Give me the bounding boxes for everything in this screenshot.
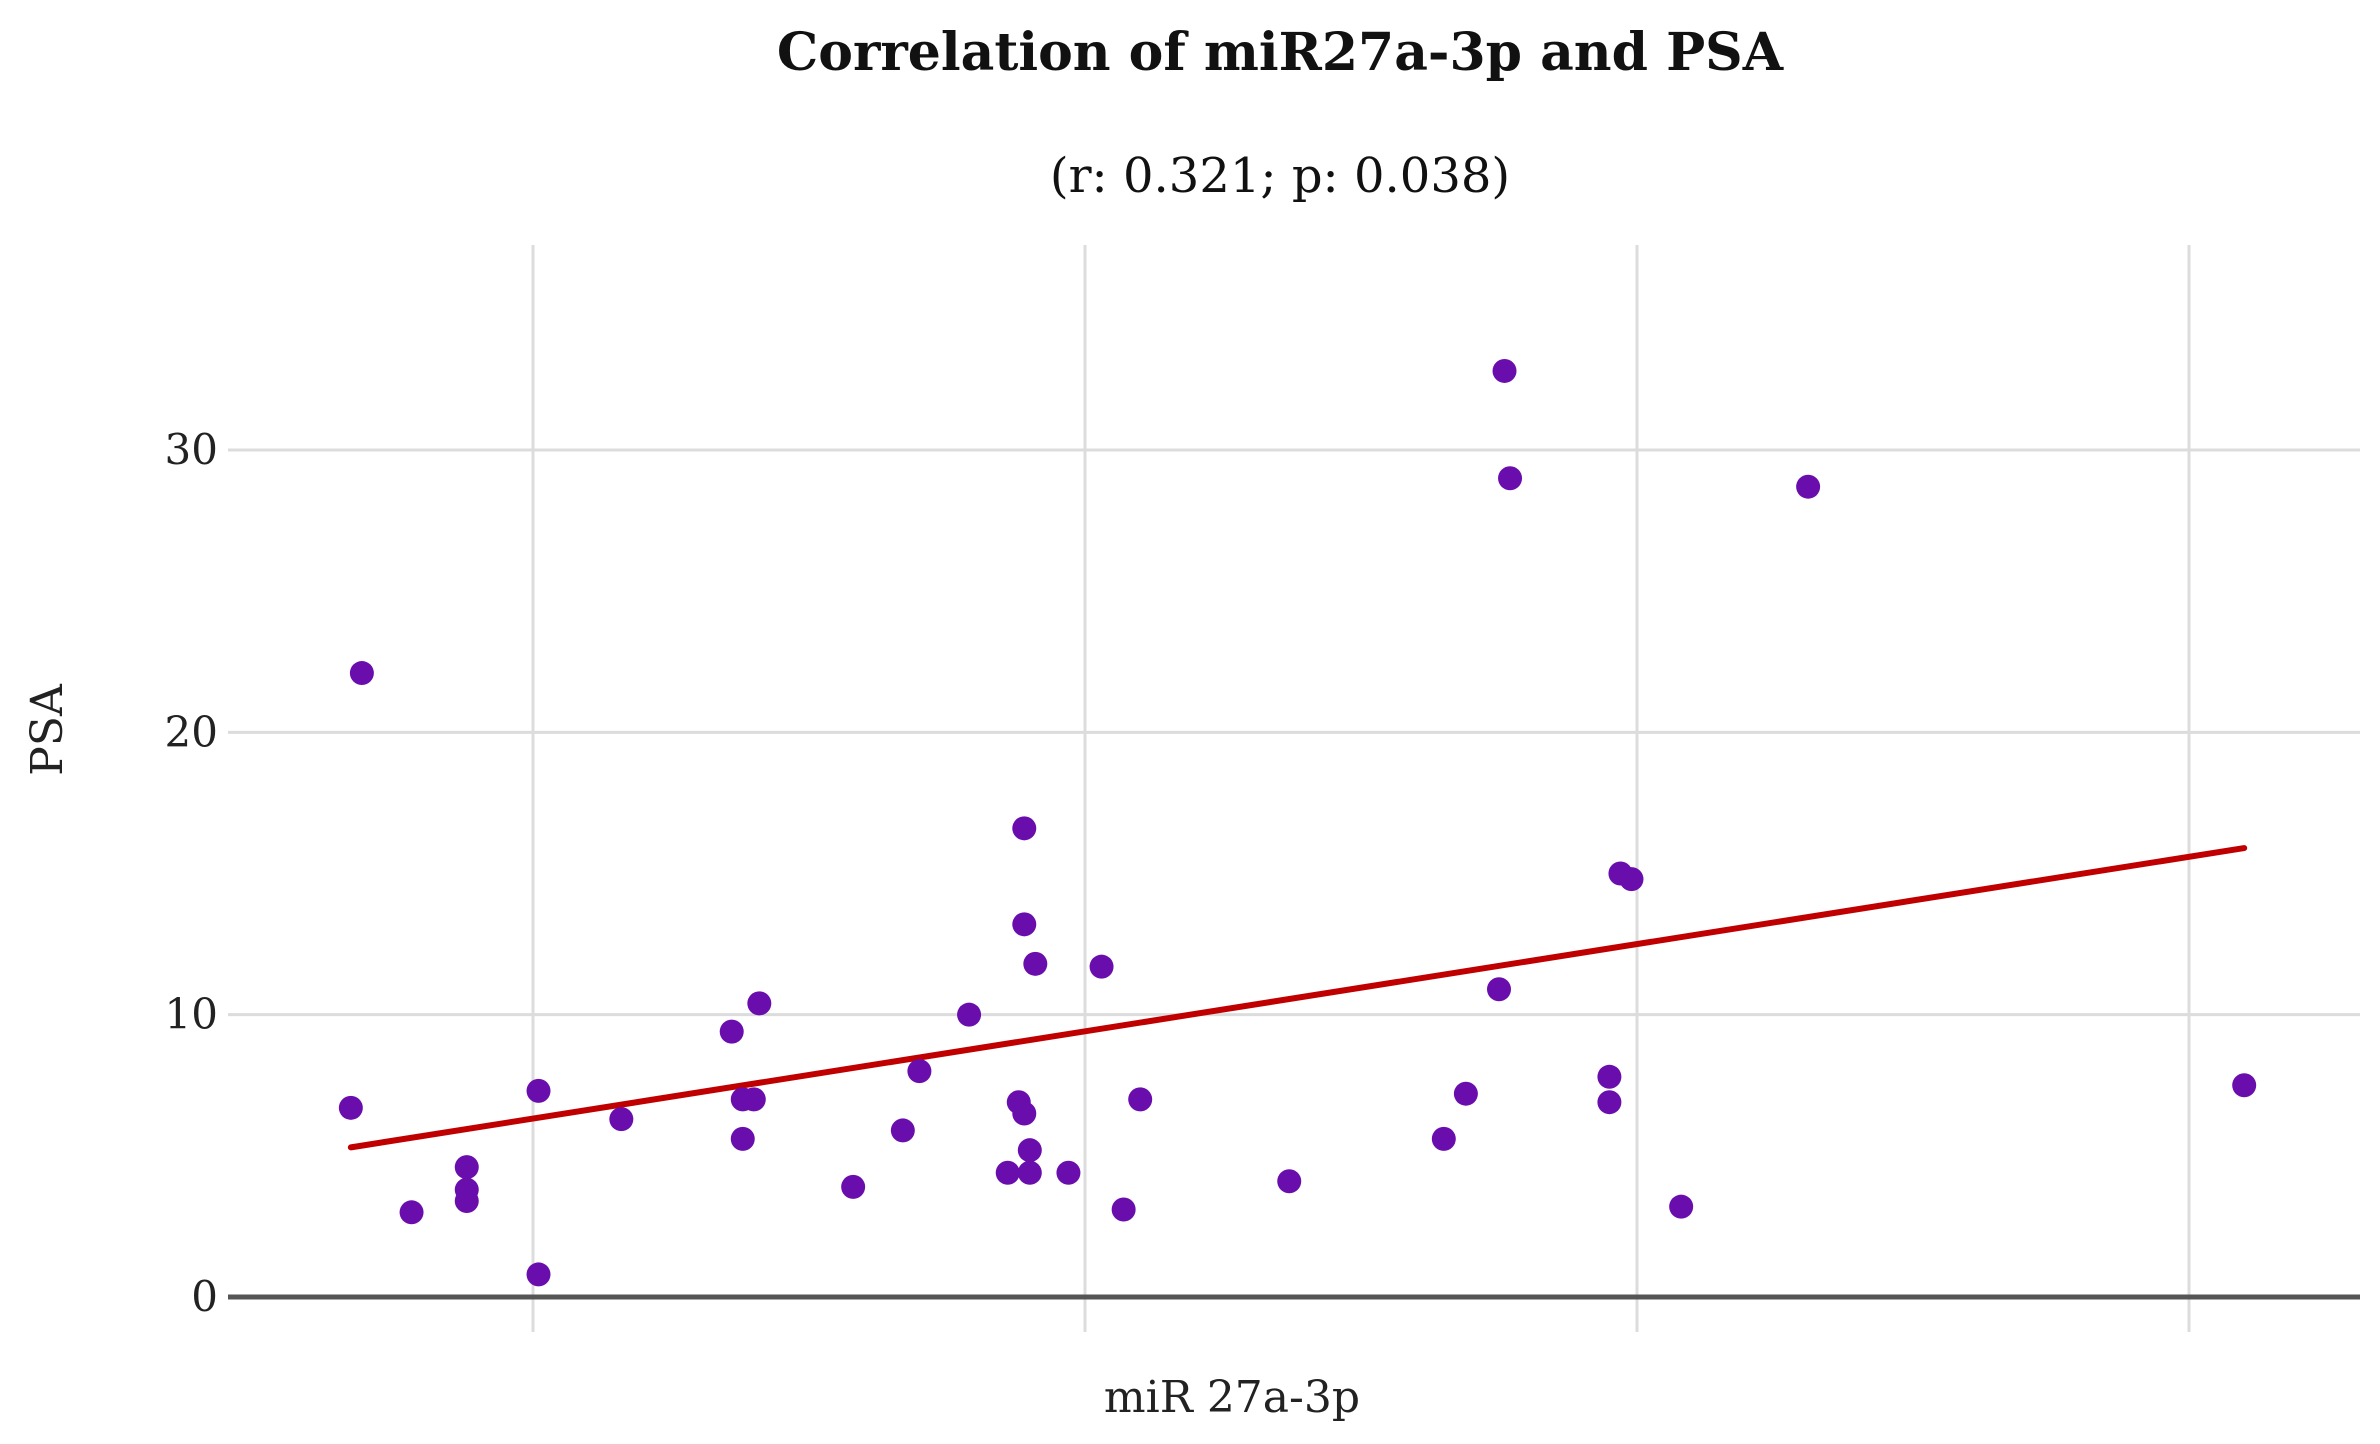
data-point bbox=[1128, 1087, 1153, 1112]
data-point bbox=[454, 1189, 479, 1214]
data-point bbox=[526, 1078, 551, 1103]
y-tick-label: 0 bbox=[191, 1272, 218, 1321]
data-point bbox=[1012, 912, 1037, 937]
data-point bbox=[1796, 474, 1821, 499]
y-tick-label: 20 bbox=[165, 707, 218, 756]
y-axis-label: PSA bbox=[22, 683, 73, 776]
data-point bbox=[1111, 1197, 1136, 1222]
data-point bbox=[1669, 1194, 1694, 1219]
data-point bbox=[349, 661, 374, 686]
data-point bbox=[741, 1087, 766, 1112]
data-point bbox=[338, 1095, 363, 1120]
data-point bbox=[1089, 954, 1114, 979]
data-point bbox=[1023, 951, 1048, 976]
data-point bbox=[747, 991, 772, 1016]
data-point bbox=[1017, 1138, 1042, 1163]
data-point bbox=[730, 1126, 755, 1151]
data-point bbox=[1012, 1101, 1037, 1126]
data-point bbox=[1012, 816, 1037, 841]
data-point bbox=[719, 1019, 744, 1044]
data-point bbox=[1597, 1064, 1622, 1089]
data-point bbox=[1492, 358, 1517, 383]
data-point bbox=[1431, 1126, 1456, 1151]
data-point bbox=[1453, 1081, 1478, 1106]
chart-title: Correlation of miR27a-3p and PSA bbox=[776, 22, 1784, 83]
data-point bbox=[1017, 1160, 1042, 1185]
y-tick-label: 10 bbox=[165, 990, 218, 1039]
data-point bbox=[1277, 1169, 1302, 1194]
chart-subtitle: (r: 0.321; p: 0.038) bbox=[1049, 148, 1511, 204]
data-point bbox=[2232, 1073, 2257, 1098]
data-point bbox=[890, 1118, 915, 1143]
data-point bbox=[399, 1200, 424, 1225]
data-points bbox=[338, 358, 2257, 1287]
data-point bbox=[1487, 977, 1511, 1002]
y-tick-labels: 0 10 20 30 bbox=[165, 425, 218, 1321]
grid bbox=[228, 245, 2360, 1332]
data-point bbox=[907, 1059, 932, 1084]
data-point bbox=[1498, 466, 1523, 491]
data-point bbox=[526, 1262, 551, 1287]
trendline-group bbox=[347, 845, 2248, 1151]
trendline bbox=[347, 845, 2248, 1151]
data-point bbox=[1056, 1160, 1081, 1185]
data-point bbox=[454, 1155, 479, 1180]
data-point bbox=[841, 1174, 866, 1199]
y-tick-label: 30 bbox=[165, 425, 218, 474]
data-point bbox=[609, 1107, 634, 1132]
data-point bbox=[1597, 1090, 1622, 1115]
x-axis-label: miR 27a-3p bbox=[1104, 1372, 1360, 1423]
data-point bbox=[995, 1160, 1020, 1185]
data-point bbox=[957, 1002, 982, 1027]
data-point bbox=[1619, 867, 1644, 892]
